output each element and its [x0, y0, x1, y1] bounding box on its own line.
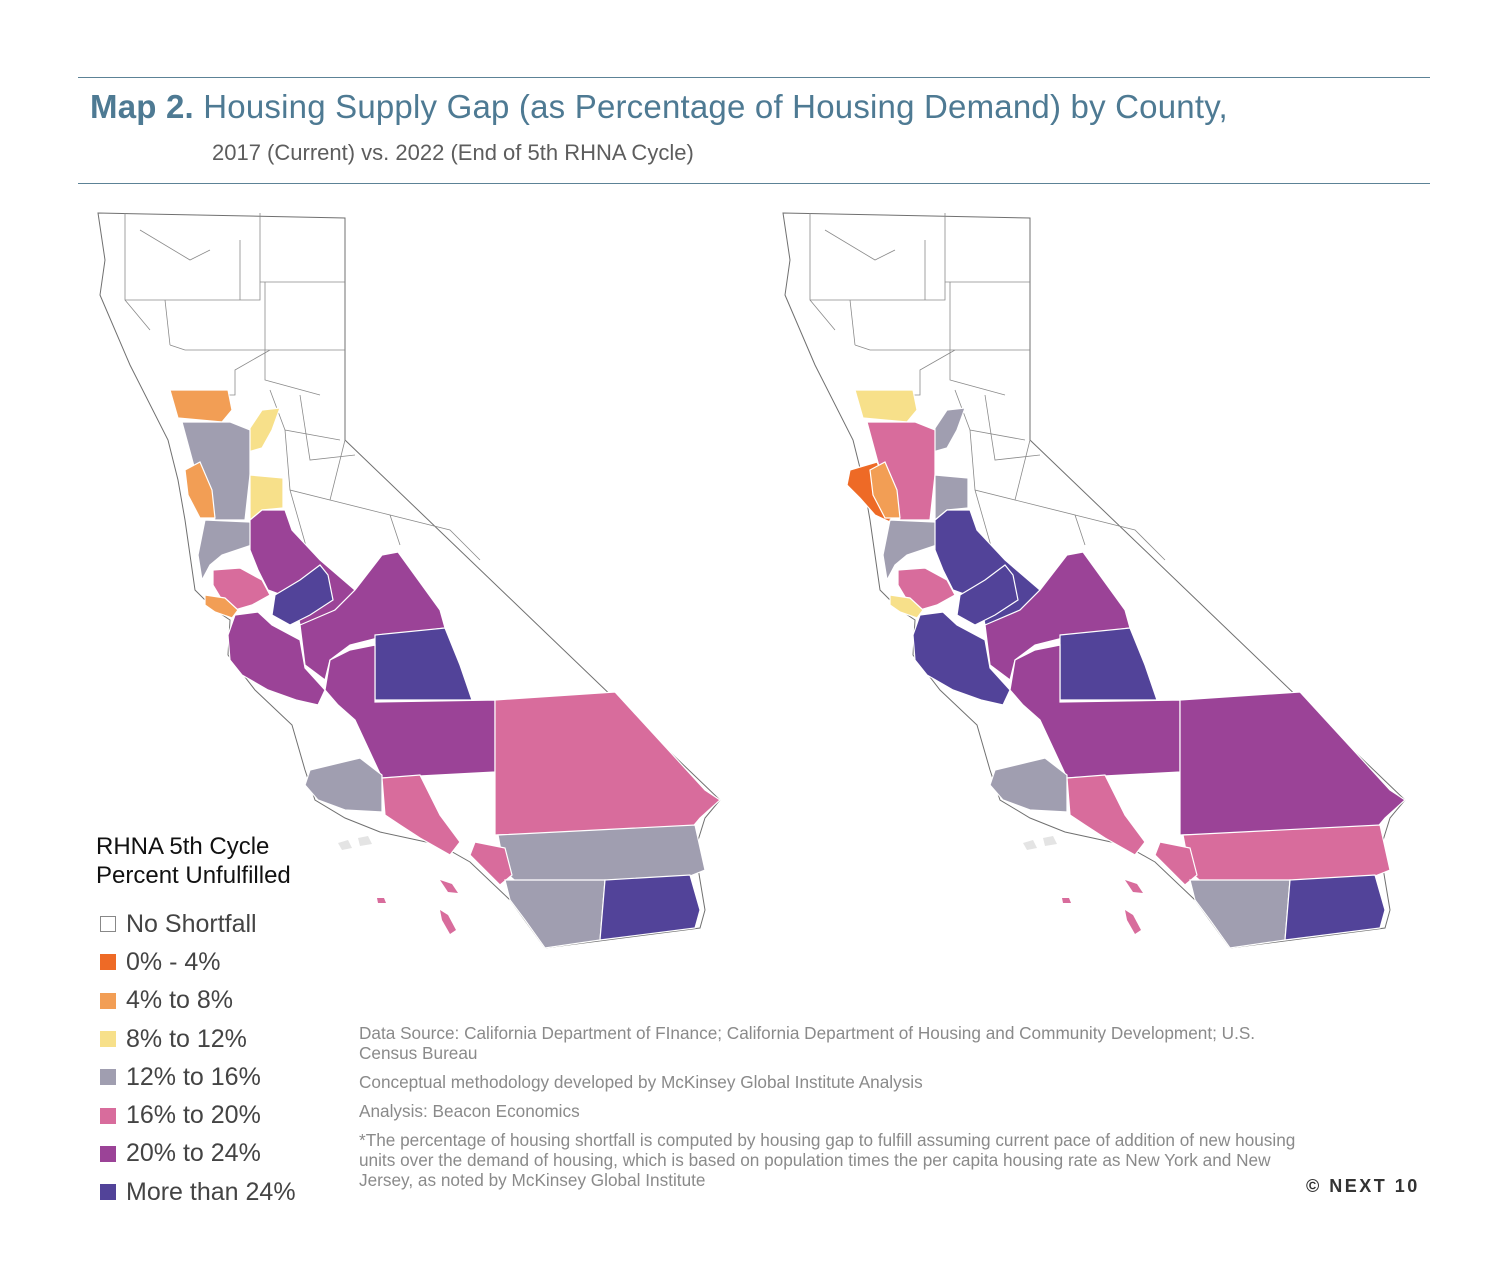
los-angeles-county: [381, 774, 461, 856]
legend-swatch: [100, 1031, 116, 1048]
north-coast-county: [169, 389, 233, 423]
channel-islands-2022: [1023, 836, 1143, 934]
copyright: © NEXT 10: [1306, 1176, 1420, 1196]
legend-swatch: [100, 1069, 116, 1086]
legend-swatch: [100, 1145, 116, 1162]
legend-label: More than 24%: [126, 1177, 296, 1206]
map-label: Map 2.: [90, 88, 194, 125]
analysis-note: Analysis: Beacon Economics: [359, 1101, 580, 1121]
channel-islands-2017: [338, 836, 458, 934]
legend-label: 12% to 16%: [126, 1062, 261, 1091]
merced-county: [956, 564, 1019, 626]
notes: Data Source: California Department of FI…: [359, 1023, 1309, 1199]
legend-label: 16% to 20%: [126, 1101, 261, 1130]
legend-label: 8% to 12%: [126, 1024, 247, 1053]
california-map-2022: [782, 212, 1406, 949]
legend-item: 16% to 20%: [100, 1096, 296, 1134]
legend-item: More than 24%: [100, 1173, 296, 1211]
north-coast-county: [854, 389, 918, 423]
map-legend: No Shortfall 0% - 4% 4% to 8% 8% to 12% 12% …: [100, 905, 296, 1211]
legend-item: 0% - 4%: [100, 943, 296, 981]
legend-swatch: [100, 992, 116, 1009]
san-bernardino-county: [494, 691, 721, 836]
central-coast-county: [227, 611, 326, 706]
ventura-county: [989, 757, 1068, 813]
page-title: Map 2. Housing Supply Gap (as Percentage…: [90, 88, 1228, 126]
merced-county: [271, 564, 334, 626]
legend-label: 20% to 24%: [126, 1139, 261, 1168]
methodology-note: Conceptual methodology developed by McKi…: [359, 1072, 923, 1092]
san-diego-county: [504, 879, 606, 949]
page-subtitle: 2017 (Current) vs. 2022 (End of 5th RHNA…: [212, 140, 694, 165]
bottom-rule: [78, 183, 1430, 184]
sacramento-county: [249, 474, 284, 522]
orange-county: [469, 841, 513, 886]
top-rule: [78, 77, 1430, 78]
legend-title: RHNA 5th Cycle Percent Unfulfilled: [96, 832, 291, 890]
santa-cruz-county: [204, 594, 239, 619]
sacramento-county: [934, 474, 969, 522]
legend-label: 0% - 4%: [126, 947, 221, 976]
legend-item: No Shortfall: [100, 905, 296, 943]
data-source-note: Data Source: California Department of FI…: [359, 1023, 1256, 1063]
county-regions-2017: [169, 389, 721, 949]
foothill-county: [247, 407, 281, 453]
central-coast-county: [912, 611, 1011, 706]
legend-swatch: [100, 1107, 116, 1124]
title-text: Housing Supply Gap (as Percentage of Hou…: [203, 88, 1228, 125]
santa-cruz-county: [889, 594, 924, 619]
san-bernardino-county: [1179, 691, 1406, 836]
legend-swatch: [100, 916, 116, 933]
legend-swatch: [100, 954, 116, 971]
legend-label: 4% to 8%: [126, 986, 234, 1015]
county-borders: [809, 213, 1166, 591]
footnote: *The percentage of housing shortfall is …: [359, 1130, 1296, 1190]
legend-title-line2: Percent Unfulfilled: [96, 862, 291, 889]
legend-label: No Shortfall: [126, 909, 257, 938]
legend-item: 12% to 16%: [100, 1058, 296, 1096]
imperial-county: [599, 874, 701, 941]
legend-item: 20% to 24%: [100, 1135, 296, 1173]
county-regions-2022: [846, 389, 1406, 949]
legend-item: 4% to 8%: [100, 982, 296, 1020]
imperial-county: [1284, 874, 1386, 941]
san-diego-county: [1189, 879, 1291, 949]
ventura-county: [304, 757, 383, 813]
foothill-county: [932, 407, 966, 453]
napa-county: [184, 461, 216, 519]
legend-swatch: [100, 1184, 116, 1201]
county-borders: [124, 213, 481, 591]
california-map-2017: [97, 212, 721, 949]
los-angeles-county: [1066, 774, 1146, 856]
napa-county: [869, 461, 901, 519]
orange-county: [1154, 841, 1198, 886]
legend-item: 8% to 12%: [100, 1020, 296, 1058]
legend-title-line1: RHNA 5th Cycle: [96, 833, 270, 860]
